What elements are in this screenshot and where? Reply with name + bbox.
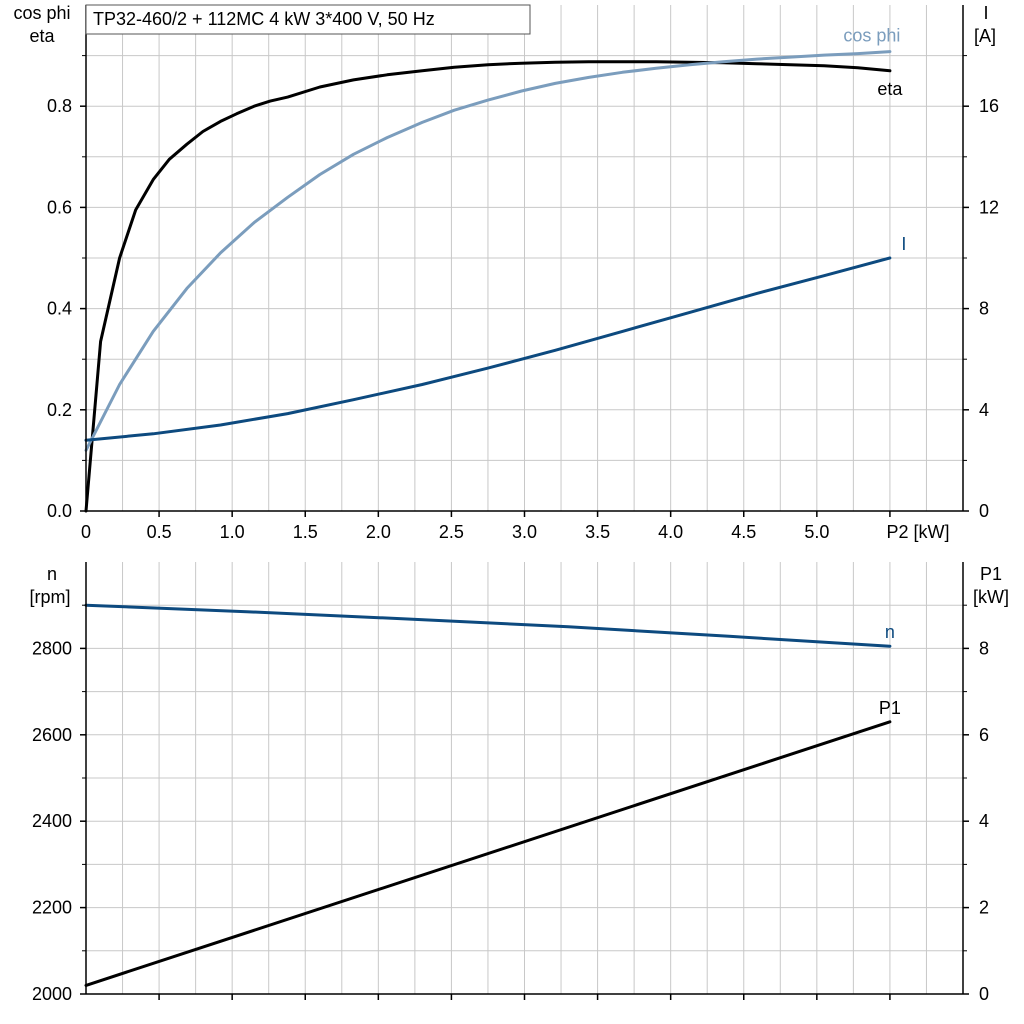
top-left-tick-label: 0.4 bbox=[47, 299, 72, 319]
bot-left-tick-label: 2800 bbox=[32, 638, 72, 658]
top-x-tick-label: 3.0 bbox=[512, 522, 537, 542]
bot-left-tick-label: 2000 bbox=[32, 984, 72, 1004]
title-box-frame bbox=[85, 4, 531, 35]
top-series: cos phi eta I bbox=[84, 26, 906, 513]
top-right-tick-label: 8 bbox=[979, 299, 989, 319]
bottom-left-axis-label-1: n bbox=[47, 564, 57, 584]
series-label-i: I bbox=[901, 234, 906, 254]
bottom-plot-area: n P1 2000 2200 2400 2600 2800 0 2 4 6 8 bbox=[32, 562, 989, 1004]
series-line-i bbox=[84, 256, 892, 442]
chart-title: TP32-460/2 + 112MC 4 kW 3*400 V, 50 Hz bbox=[93, 9, 435, 29]
bot-right-tick-label: 4 bbox=[979, 811, 989, 831]
top-right-tick-label: 0 bbox=[979, 501, 989, 521]
top-x-tick-label: 3.5 bbox=[585, 522, 610, 542]
top-x-axis-label: P2 [kW] bbox=[886, 522, 949, 542]
top-right-tick-label: 12 bbox=[979, 197, 999, 217]
bottom-axes: 2000 2200 2400 2600 2800 0 2 4 6 8 bbox=[32, 562, 989, 1004]
series-label-p1: P1 bbox=[879, 698, 901, 718]
top-right-axis-label-1: I bbox=[983, 3, 988, 23]
bottom-right-axis-label-1: P1 bbox=[980, 564, 1002, 584]
series-label-eta: eta bbox=[877, 79, 903, 99]
series-line-n bbox=[84, 603, 892, 648]
top-x-tick-label: 1.5 bbox=[293, 522, 318, 542]
top-x-tick-label: 5.0 bbox=[804, 522, 829, 542]
top-left-axis-label-1: cos phi bbox=[13, 3, 70, 23]
bottom-series: n P1 bbox=[84, 603, 901, 987]
top-x-tick-label: 2.5 bbox=[439, 522, 464, 542]
top-axes: 0.0 0.2 0.4 0.6 0.8 0 4 8 12 16 0 0.5 1.0 1.5 2.0 2.5 3.… bbox=[47, 5, 999, 542]
series-line-cos-phi bbox=[84, 50, 892, 452]
top-left-tick-label: 0.0 bbox=[47, 501, 72, 521]
series-line-p1 bbox=[84, 720, 892, 987]
bot-right-tick-label: 0 bbox=[979, 984, 989, 1004]
top-right-axis-label-2: [A] bbox=[974, 26, 996, 46]
top-x-tick-label: 0 bbox=[81, 522, 91, 542]
bottom-right-axis-label-2: [kW] bbox=[973, 587, 1009, 607]
bot-left-tick-label: 2600 bbox=[32, 725, 72, 745]
series-label-cos-phi: cos phi bbox=[843, 26, 900, 46]
top-x-tick-label: 4.5 bbox=[731, 522, 756, 542]
bottom-left-axis-label-2: [rpm] bbox=[29, 587, 70, 607]
bot-left-tick-label: 2400 bbox=[32, 811, 72, 831]
bot-left-tick-label: 2200 bbox=[32, 898, 72, 918]
top-x-tick-label: 1.0 bbox=[220, 522, 245, 542]
bot-right-tick-label: 6 bbox=[979, 725, 989, 745]
top-left-tick-label: 0.6 bbox=[47, 197, 72, 217]
top-right-tick-label: 4 bbox=[979, 400, 989, 420]
top-x-tick-label: 4.0 bbox=[658, 522, 683, 542]
top-x-tick-label: 0.5 bbox=[147, 522, 172, 542]
bot-right-tick-label: 2 bbox=[979, 898, 989, 918]
top-plot-area: cos phi eta I 0.0 0.2 0.4 0.6 0.8 0 4 8 12 16 0 0.5 1.… bbox=[47, 5, 999, 542]
top-left-tick-label: 0.2 bbox=[47, 400, 72, 420]
top-right-tick-label: 16 bbox=[979, 96, 999, 116]
top-x-tick-label: 2.0 bbox=[366, 522, 391, 542]
top-left-tick-label: 0.8 bbox=[47, 96, 72, 116]
top-left-axis-label-2: eta bbox=[29, 26, 55, 46]
bot-right-tick-label: 8 bbox=[979, 638, 989, 658]
series-label-n: n bbox=[885, 622, 895, 642]
title-box: TP32-460/2 + 112MC 4 kW 3*400 V, 50 Hz bbox=[85, 4, 531, 35]
